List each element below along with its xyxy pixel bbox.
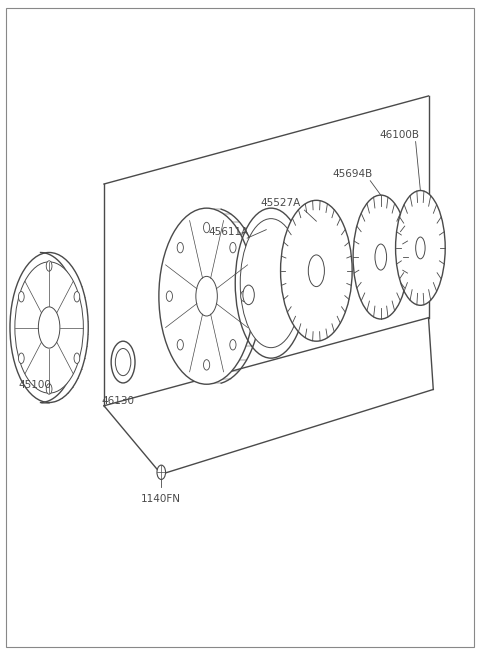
Ellipse shape: [243, 285, 254, 305]
Ellipse shape: [240, 291, 247, 301]
Ellipse shape: [375, 244, 386, 270]
Text: 46130: 46130: [102, 396, 135, 406]
Ellipse shape: [157, 465, 166, 479]
Ellipse shape: [240, 219, 302, 348]
Ellipse shape: [38, 307, 60, 348]
Ellipse shape: [230, 339, 236, 350]
Text: 45527A: 45527A: [261, 198, 300, 208]
Ellipse shape: [46, 384, 52, 394]
Ellipse shape: [159, 208, 254, 384]
Ellipse shape: [204, 360, 210, 370]
Ellipse shape: [74, 291, 80, 302]
Ellipse shape: [204, 222, 210, 233]
Text: 1140FN: 1140FN: [141, 494, 181, 504]
Ellipse shape: [230, 242, 236, 253]
Text: 45611A: 45611A: [208, 227, 248, 238]
Text: 45100: 45100: [18, 380, 51, 390]
Text: 45694B: 45694B: [332, 169, 372, 179]
Ellipse shape: [115, 348, 131, 375]
Ellipse shape: [396, 191, 445, 305]
Ellipse shape: [177, 339, 183, 350]
Ellipse shape: [74, 353, 80, 364]
Ellipse shape: [18, 291, 24, 302]
Ellipse shape: [177, 242, 183, 253]
Ellipse shape: [15, 262, 84, 393]
Ellipse shape: [196, 276, 217, 316]
Ellipse shape: [111, 341, 135, 383]
Ellipse shape: [46, 261, 52, 271]
Ellipse shape: [18, 353, 24, 364]
Ellipse shape: [353, 195, 408, 319]
Ellipse shape: [281, 200, 352, 341]
Ellipse shape: [416, 237, 425, 259]
Text: 46100B: 46100B: [380, 130, 420, 140]
Ellipse shape: [10, 252, 88, 403]
Ellipse shape: [166, 291, 172, 301]
Ellipse shape: [308, 255, 324, 287]
